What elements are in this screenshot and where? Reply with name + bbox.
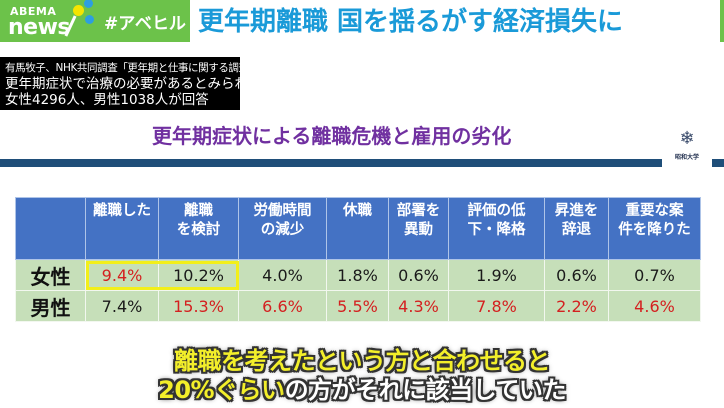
- header-cell-empty: [15, 197, 86, 260]
- table-cell: 0.6%: [544, 259, 609, 291]
- snowflake-emblem-icon: ❄: [679, 128, 695, 149]
- title-divider-right: [712, 159, 724, 167]
- survey-info-box: 有馬牧子、NHK共同調査「更年期と仕事に関する調査2021」 更年期症状で治療の…: [0, 57, 284, 110]
- table-row-female: 女性 9.4% 10.2% 4.0% 1.8% 0.6% 1.9% 0.6% 0…: [15, 259, 701, 291]
- brand-banner: ABEMA news #アベヒル: [0, 0, 190, 42]
- university-logo: ❄ 昭和大学: [668, 128, 706, 168]
- table-cell: 4.6%: [608, 290, 701, 322]
- table-cell: 15.3%: [158, 290, 239, 322]
- survey-criteria: 更年期症状で治療の必要があるとみられる: [5, 76, 262, 92]
- university-name: 昭和大学: [674, 154, 699, 161]
- slide-title: 更年期症状による離職危機と雇用の劣化: [152, 124, 512, 148]
- table-header-row: 離職した 離職 を検討 労働時間 の減少 休職 部署を 異動 評価の低 下・降格 昇進を…: [15, 197, 701, 260]
- row-label: 女性: [15, 259, 86, 291]
- header-cell: 昇進を 辞退: [544, 197, 609, 260]
- table-cell: 9.4%: [85, 259, 159, 291]
- banner-edge: [720, 0, 724, 42]
- subtitle-rest: の方がそれに該当していた: [284, 376, 567, 404]
- logo-dot-yellow-icon: [73, 5, 84, 16]
- logo-dot-blue-icon: [84, 0, 93, 8]
- header-cell: 労働時間 の減少: [238, 197, 327, 260]
- table-cell: 4.0%: [238, 259, 327, 291]
- table-cell: 0.6%: [388, 259, 449, 291]
- survey-table: 離職した 離職 を検討 労働時間 の減少 休職 部署を 異動 評価の低 下・降格 昇進を…: [15, 197, 701, 322]
- header-cell: 離職 を検討: [158, 197, 239, 260]
- header-cell: 重要な案 件を降りた: [608, 197, 701, 260]
- header-cell: 離職した: [85, 197, 159, 260]
- logo-dot-blue-icon: [85, 15, 94, 24]
- program-hashtag: #アベヒル: [104, 13, 186, 34]
- survey-source: 有馬牧子、NHK共同調査「更年期と仕事に関する調査2021」: [5, 62, 284, 74]
- header-cell: 部署を 異動: [388, 197, 449, 260]
- table-cell: 1.9%: [448, 259, 545, 291]
- headline: 更年期離職 国を揺るがす経済損失に: [198, 7, 624, 37]
- table-cell: 7.4%: [85, 290, 159, 322]
- table-cell: 2.2%: [544, 290, 609, 322]
- subtitle-line-2: 20%ぐらいの方がそれに該当していた: [0, 370, 724, 405]
- table-cell: 6.6%: [238, 290, 327, 322]
- header-cell: 休職: [326, 197, 389, 260]
- table-cell: 1.8%: [326, 259, 389, 291]
- table-cell: 10.2%: [158, 259, 239, 291]
- logo-news-text: news: [8, 15, 71, 40]
- table-cell: 7.8%: [448, 290, 545, 322]
- abema-news-logo: ABEMA news: [6, 0, 96, 41]
- header-cell: 評価の低 下・降格: [448, 197, 545, 260]
- logo-abema-text: ABEMA: [10, 5, 57, 18]
- table-cell: 5.5%: [326, 290, 389, 322]
- row-label: 男性: [15, 290, 86, 322]
- subtitle-emphasis: 20%ぐらい: [158, 376, 285, 404]
- title-divider: [0, 159, 662, 167]
- survey-respondents: 女性4296人、男性1038人が回答: [5, 92, 209, 108]
- subtitle-line-1: 離職を考えたという方と合わせると: [174, 347, 551, 375]
- table-row-male: 男性 7.4% 15.3% 6.6% 5.5% 4.3% 7.8% 2.2% 4…: [15, 290, 701, 322]
- table-cell: 4.3%: [388, 290, 449, 322]
- table-cell: 0.7%: [608, 259, 701, 291]
